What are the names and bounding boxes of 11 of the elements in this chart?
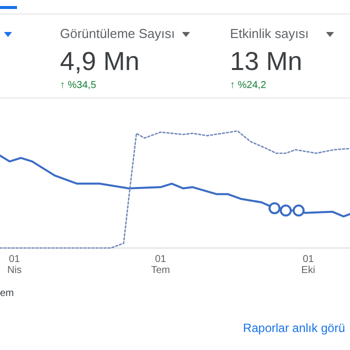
x-tick-label: 01 Eki [301,254,316,276]
x-tick-label: 01 Tem [151,254,170,276]
text: Raporlar anlık görü [242,321,345,335]
text: 13 Mn [230,46,302,76]
text: ↑ %34,5 [60,80,97,91]
text: Görüntüleme Sayısı [60,26,175,41]
x-tick-label: 01 Nis [7,254,22,276]
text: ↑ %24,2 [230,80,267,91]
text: 4,9 Mn [60,46,140,76]
text: Etkinlik sayısı [230,26,309,41]
text: em [0,288,14,299]
